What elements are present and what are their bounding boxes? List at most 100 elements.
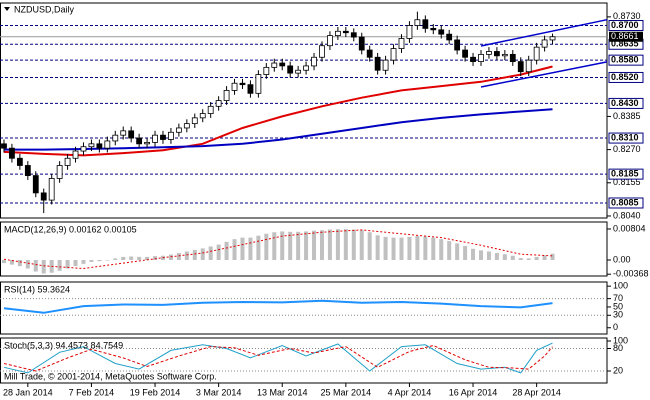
panel-frame [0,337,608,384]
y-tick-label: 30 [613,310,623,320]
x-tick-label: 16 Apr 2014 [449,387,498,397]
panel-title: RSI(14) 59.3624 [4,284,70,294]
y-tick-label: 50 [613,301,623,311]
candle-body [525,59,532,73]
candle-body [207,105,214,114]
macd-bar [208,246,213,260]
candle-body [287,65,294,74]
macd-bar [192,249,197,260]
candle-body [501,53,508,57]
candle-body [104,140,111,149]
candle-body [478,53,484,62]
candle-body [9,147,15,159]
y-tick-label: 0.8270 [613,144,641,154]
x-tick-label: 7 Feb 2014 [69,387,115,397]
macd-bar [272,232,277,260]
macd-bar [240,237,245,260]
y-tick-label: 0.00804 [613,223,646,233]
candle-body [215,100,222,107]
candle-body [175,127,182,133]
candle-body [80,146,87,152]
candle-body [422,19,429,29]
candle-body [470,56,476,62]
y-tick-label: 0.8040 [613,210,641,220]
macd-bar [129,256,134,260]
macd-bar [73,259,78,267]
candle-body [1,143,7,149]
candle-body [32,175,39,194]
candle-body [112,134,119,142]
macd-bar [359,230,364,260]
macd-bar [319,230,324,260]
macd-bar [407,236,412,260]
candle-body [223,90,230,101]
level-label: 0.8700 [611,20,639,30]
macd-bar [351,229,356,260]
macd-bar [399,237,404,260]
line [3,229,553,270]
macd-bar [105,259,110,261]
macd-bar [1,259,6,264]
level-label-box [608,97,644,109]
macd-bar [33,259,38,272]
line [3,344,553,372]
macd-bar [471,248,476,260]
x-tick-label: 13 Mar 2014 [257,387,308,397]
candle-body [549,36,556,41]
y-tick-label: 20 [613,365,623,375]
macd-bar [248,237,253,260]
candle-body [311,56,317,67]
level-label-box [608,54,644,66]
candle-body [136,137,143,145]
candle-body [191,117,198,125]
candle-body [279,62,286,67]
candle-body [247,84,254,94]
candle-body [327,35,333,47]
y-tick-label: 0.00 [613,254,631,264]
candle-body [358,36,365,51]
macd-bar [542,255,547,260]
candle-body [239,82,246,86]
line [3,342,553,374]
x-tick-label: 28 Jan 2014 [3,387,53,397]
macd-bar [502,254,507,260]
y-tick-label: 0.8385 [613,111,641,121]
macd-bar [431,237,436,260]
level-label: 0.8635 [611,39,639,49]
macd-bar [367,232,372,260]
macd-bar [296,231,301,260]
macd-bar [288,231,293,260]
candle-body [517,61,524,73]
macd-bar [335,229,340,260]
macd-bar [216,244,221,260]
macd-bar [65,259,70,269]
x-tick-label: 19 Feb 2014 [130,387,181,397]
panel-frame [0,221,608,277]
chart-title: NZDUSD,Daily [14,4,75,14]
level-label-box [608,132,644,144]
y-tick-label: 100 [613,335,628,345]
line [480,18,608,47]
level-label-box [608,20,644,32]
y-tick-label: -0.00368 [613,269,649,279]
y-tick-label: 0.8155 [613,177,641,187]
candle-body [88,143,95,148]
level-label: 0.8185 [611,169,639,179]
macd-bar [176,253,181,260]
candle-body [406,25,413,39]
candle-body [334,30,341,37]
candle-body [40,192,47,201]
macd-bar [25,259,30,269]
panel-frame [0,2,608,219]
macd-bar [447,241,452,260]
panel-frame [0,281,608,335]
macd-bar [343,229,348,260]
macd-bar [391,237,396,260]
macd-bar [439,239,444,260]
candle-body [144,141,150,145]
line [3,299,553,314]
macd-bar [9,259,14,265]
macd-bar [184,251,189,260]
x-tick-label: 4 Apr 2014 [388,387,432,397]
y-tick-label: 0 [613,322,618,332]
